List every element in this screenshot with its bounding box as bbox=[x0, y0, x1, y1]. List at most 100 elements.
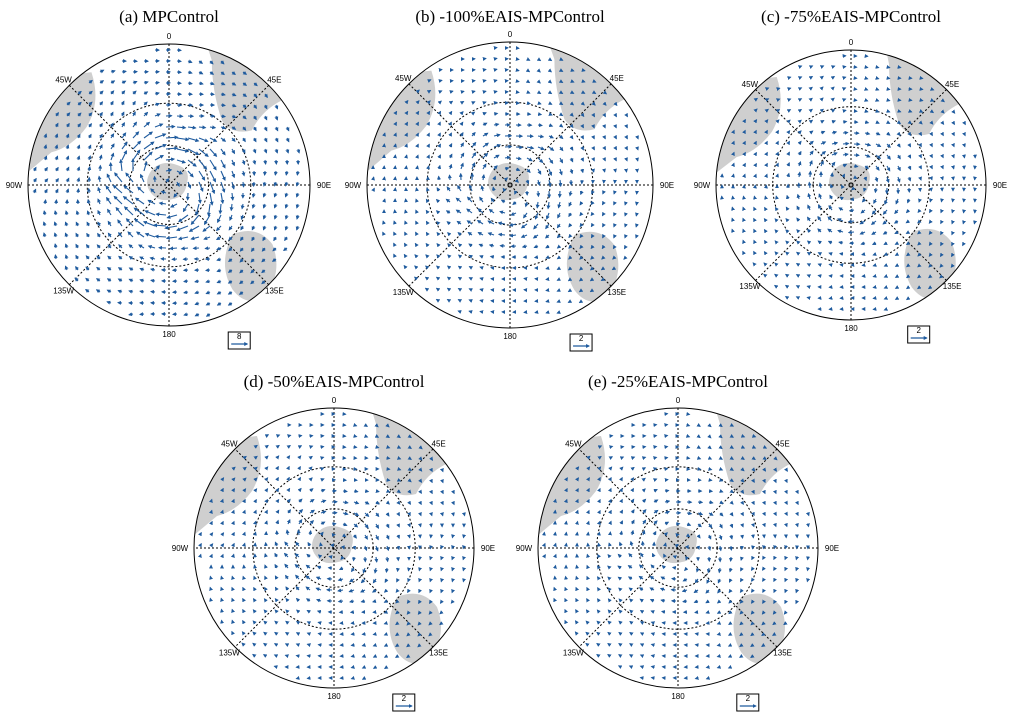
vector bbox=[527, 147, 533, 148]
vector bbox=[854, 166, 858, 167]
vector bbox=[742, 502, 743, 504]
vector bbox=[459, 277, 461, 279]
vector bbox=[265, 149, 266, 153]
vector bbox=[108, 279, 111, 281]
vector bbox=[777, 153, 778, 155]
vector bbox=[555, 500, 556, 502]
vector bbox=[810, 141, 813, 144]
vector bbox=[286, 193, 287, 197]
vector bbox=[461, 133, 463, 136]
vector bbox=[799, 152, 801, 155]
vector bbox=[274, 193, 276, 197]
vector bbox=[483, 69, 486, 70]
vector bbox=[111, 102, 113, 105]
vector bbox=[632, 499, 634, 502]
vector bbox=[144, 102, 147, 105]
vector bbox=[885, 298, 887, 299]
vector bbox=[604, 147, 605, 150]
vector bbox=[661, 577, 665, 579]
vector bbox=[265, 588, 266, 590]
vector bbox=[861, 243, 865, 244]
vector bbox=[55, 233, 56, 237]
vector bbox=[480, 267, 483, 268]
vector bbox=[764, 263, 766, 265]
vector bbox=[264, 621, 266, 623]
vector bbox=[100, 145, 102, 149]
vector bbox=[385, 656, 387, 657]
vector bbox=[483, 164, 486, 169]
vector bbox=[630, 633, 632, 634]
vector bbox=[784, 612, 786, 614]
vector bbox=[494, 102, 497, 103]
vector bbox=[277, 500, 279, 502]
panel-title: (a) MPControl bbox=[119, 7, 219, 26]
vector bbox=[76, 245, 78, 248]
vector bbox=[233, 544, 234, 546]
vector bbox=[557, 224, 560, 228]
vector bbox=[374, 667, 376, 668]
vector bbox=[763, 546, 764, 548]
vector bbox=[469, 244, 472, 246]
vector bbox=[480, 278, 483, 279]
vector bbox=[523, 246, 527, 247]
vector bbox=[765, 196, 766, 199]
vector bbox=[376, 491, 379, 492]
vector bbox=[851, 199, 854, 200]
vector bbox=[483, 91, 486, 92]
vector bbox=[821, 152, 825, 155]
vector bbox=[494, 58, 497, 59]
vector bbox=[430, 579, 431, 581]
vector bbox=[133, 102, 135, 105]
vector bbox=[463, 546, 464, 548]
vector bbox=[343, 502, 348, 503]
vector bbox=[555, 566, 556, 568]
vector bbox=[582, 158, 583, 161]
vector bbox=[352, 678, 354, 679]
vector bbox=[453, 513, 454, 516]
vector bbox=[765, 241, 766, 243]
vector bbox=[872, 221, 876, 224]
vector bbox=[549, 169, 551, 175]
vector bbox=[505, 157, 510, 158]
vector bbox=[786, 502, 787, 504]
vector bbox=[255, 489, 257, 491]
vector bbox=[887, 133, 890, 135]
vector bbox=[821, 76, 823, 78]
vector bbox=[133, 91, 136, 94]
vector bbox=[144, 92, 147, 94]
vector bbox=[755, 153, 756, 155]
vector bbox=[472, 91, 475, 92]
vector bbox=[707, 579, 709, 583]
vector bbox=[549, 180, 550, 186]
vector bbox=[876, 144, 880, 147]
vector bbox=[862, 254, 865, 255]
vector bbox=[549, 114, 552, 115]
vector bbox=[254, 127, 256, 130]
vector bbox=[797, 206, 799, 210]
vector bbox=[297, 204, 298, 208]
vector bbox=[376, 557, 377, 562]
vector bbox=[576, 588, 577, 590]
vector bbox=[614, 224, 615, 227]
vector bbox=[209, 204, 210, 216]
vector bbox=[350, 601, 354, 602]
vector bbox=[441, 590, 442, 592]
vector bbox=[843, 154, 848, 155]
vector bbox=[129, 245, 133, 248]
vector bbox=[630, 621, 632, 623]
vector bbox=[619, 599, 621, 601]
vector bbox=[284, 248, 287, 250]
vector bbox=[286, 621, 288, 623]
vector bbox=[453, 502, 454, 504]
vector bbox=[832, 87, 834, 89]
vector bbox=[67, 178, 69, 182]
vector bbox=[276, 105, 277, 109]
vector bbox=[86, 256, 89, 259]
vector bbox=[472, 112, 474, 114]
vector bbox=[885, 276, 887, 277]
vector bbox=[299, 456, 301, 458]
vector bbox=[549, 103, 552, 104]
vector bbox=[361, 590, 365, 592]
vector bbox=[135, 219, 144, 226]
vector bbox=[621, 521, 622, 524]
